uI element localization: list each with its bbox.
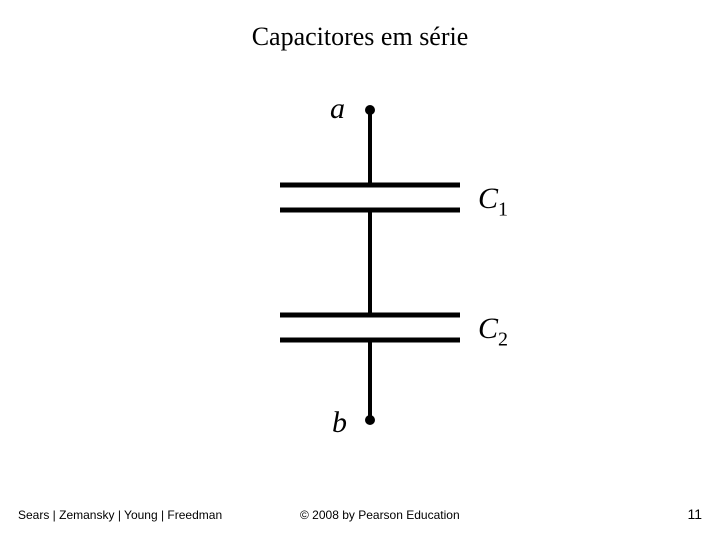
svg-text:a: a [330, 92, 345, 125]
svg-text:C2: C2 [478, 312, 508, 351]
page-number: 11 [687, 506, 702, 522]
svg-text:C1: C1 [478, 182, 508, 221]
series-capacitors-diagram: a C1 C2 b [220, 70, 540, 450]
svg-text:b: b [332, 406, 347, 439]
footer-copyright: © 2008 by Pearson Education [300, 508, 460, 522]
slide-title: Capacitores em série [0, 22, 720, 52]
footer-authors: Sears | Zemansky | Young | Freedman [18, 508, 222, 522]
circuit-svg: a C1 C2 b [220, 70, 540, 450]
